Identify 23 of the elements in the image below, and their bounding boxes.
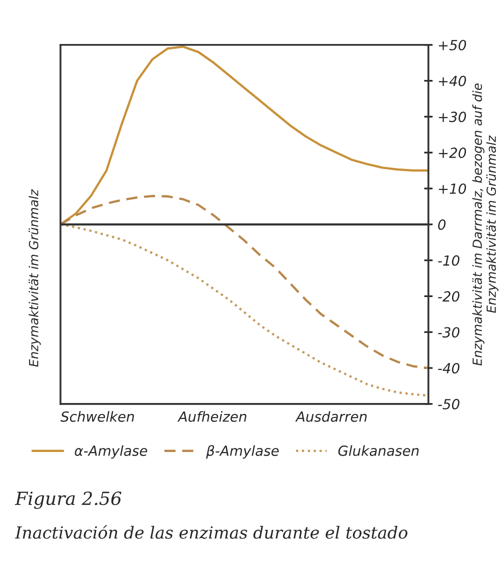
y-tick-label: +40 <box>438 76 466 86</box>
y-tick-label: +20 <box>438 148 466 158</box>
y-tick-label: -30 <box>438 327 460 338</box>
y-tick-label: -10 <box>438 255 460 266</box>
text: Figura 2.56 <box>14 492 122 509</box>
y-tick-label: -20 <box>438 291 460 302</box>
y-tick-label: -50 <box>438 398 460 410</box>
text: Schwelken <box>60 411 134 422</box>
legend-label: Glukanasen <box>338 445 419 456</box>
line-series <box>60 194 428 370</box>
line-series <box>60 223 428 397</box>
y-axis-title: Enzymaktivität im Darrmalz, bezogen auf die Enzymaktivität im Grünmalz <box>472 83 498 366</box>
y-tick-label: +10 <box>438 183 466 194</box>
y-tick-label: +30 <box>438 112 466 122</box>
y-tick-label: 0 <box>438 219 446 230</box>
y-tick-label: +50 <box>438 40 466 50</box>
text: Ausdarren <box>295 411 367 422</box>
y-tick-label: -40 <box>438 362 460 374</box>
legend-label: α-Amylase <box>74 445 148 459</box>
legend-label: β-Amylase <box>206 445 279 459</box>
text: Inactivación de las enzimas durante el tostado <box>14 525 408 539</box>
text: Aufheizen <box>177 411 246 422</box>
text: Enzymaktivität im Grünmalz <box>28 189 41 367</box>
